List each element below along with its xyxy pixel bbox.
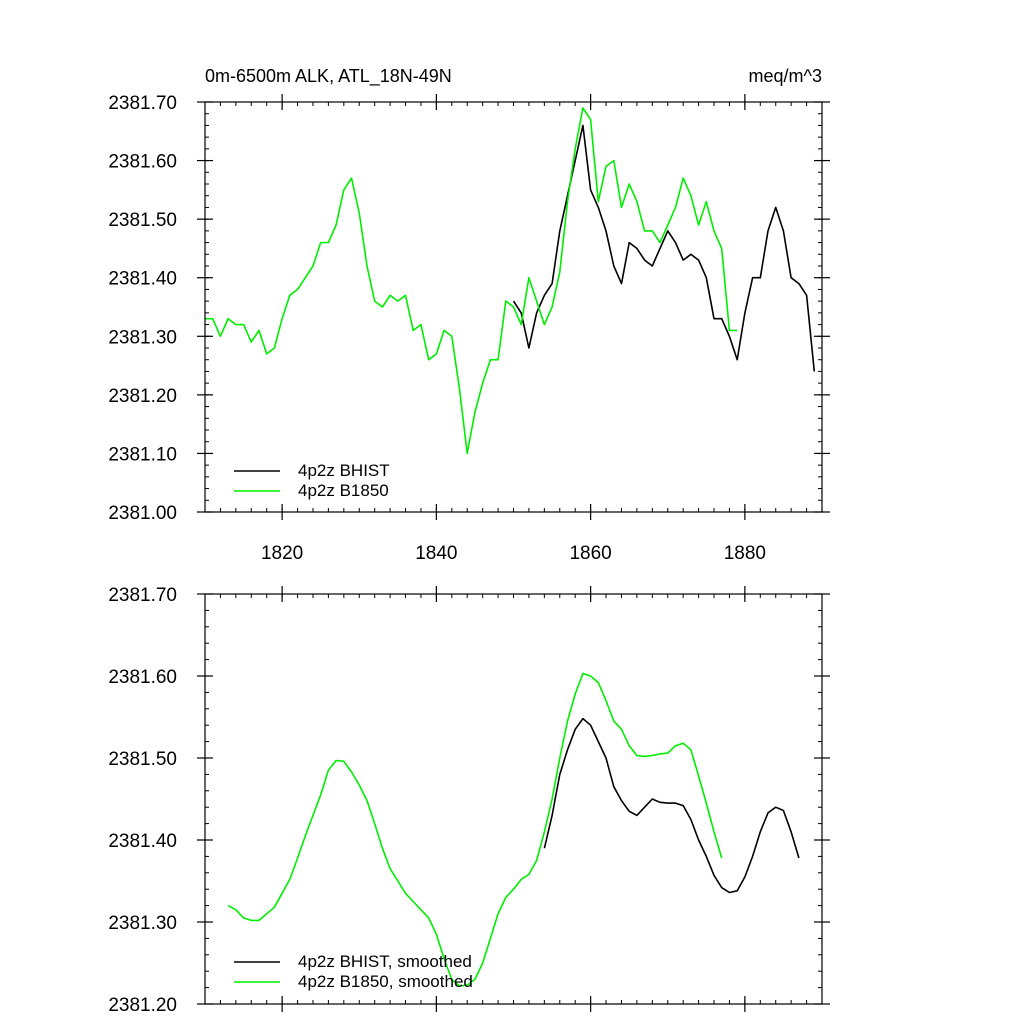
bottom-y-tick-label: 2381.60 (108, 667, 177, 688)
top-y-tick-label: 2381.00 (108, 503, 177, 524)
top-y-tick-label: 2381.50 (108, 210, 177, 231)
top-legend-label-b1850: 4p2z B1850 (298, 481, 389, 500)
bottom-chart-panel: 2381.20 2381.30 2381.40 2381.50 2381.60 2381.… (108, 585, 830, 1016)
top-series-line-4p2z-bhist (512, 124, 816, 372)
bottom-y-tick-labels: 2381.20 2381.30 2381.40 2381.50 2381.60 2381.… (108, 585, 177, 1016)
top-legend-label-bhist: 4p2z BHIST (298, 461, 390, 480)
top-chart-title: 0m-6500m ALK, ATL_18N-49N (205, 66, 452, 87)
top-y-tick-label: 2381.10 (108, 444, 177, 465)
bottom-series-line-4p2z-b1850-smoothed (227, 672, 723, 987)
top-x-tick-label: 1880 (724, 543, 766, 564)
top-y-tick-label: 2381.40 (108, 269, 177, 290)
bottom-y-tick-label: 2381.40 (108, 831, 177, 852)
top-y-tick-label: 2381.30 (108, 327, 177, 348)
bottom-legend-label-b1850: 4p2z B1850, smoothed (298, 972, 473, 991)
top-plot-lines (205, 107, 816, 455)
bottom-plot-frame (204, 593, 823, 1005)
top-series-line-4p2z-b1850 (205, 107, 738, 455)
bottom-y-tick-label: 2381.30 (108, 913, 177, 934)
bottom-legend: 4p2z BHIST, smoothed 4p2z B1850, smoothe… (234, 952, 473, 991)
bottom-y-tick-label: 2381.20 (108, 995, 177, 1016)
top-chart-units: meq/m^3 (749, 66, 822, 86)
top-x-tick-label: 1840 (415, 543, 457, 564)
top-y-tick-label: 2381.20 (108, 386, 177, 407)
bottom-plot-lines (227, 672, 800, 987)
bottom-y-tick-label: 2381.70 (108, 585, 177, 606)
top-x-tick-label: 1820 (261, 543, 303, 564)
bottom-legend-label-bhist: 4p2z BHIST, smoothed (298, 952, 472, 971)
top-legend: 4p2z BHIST 4p2z B1850 (234, 461, 390, 500)
top-y-tick-label: 2381.60 (108, 152, 177, 173)
top-x-tick-label: 1860 (569, 543, 611, 564)
top-y-tick-label: 2381.70 (108, 93, 177, 114)
top-y-tick-labels: 2381.00 2381.10 2381.20 2381.30 2381.40 2381.… (108, 93, 177, 524)
top-chart-panel: 0m-6500m ALK, ATL_18N-49N meq/m^3 2381.0… (108, 66, 830, 564)
top-plot-frame (204, 101, 823, 513)
bottom-y-tick-label: 2381.50 (108, 749, 177, 770)
bottom-series-line-4p2z-bhist-smoothed (543, 717, 800, 894)
top-x-tick-labels: 1820 1840 1860 1880 (261, 543, 766, 564)
top-axis-ticks (197, 94, 830, 520)
